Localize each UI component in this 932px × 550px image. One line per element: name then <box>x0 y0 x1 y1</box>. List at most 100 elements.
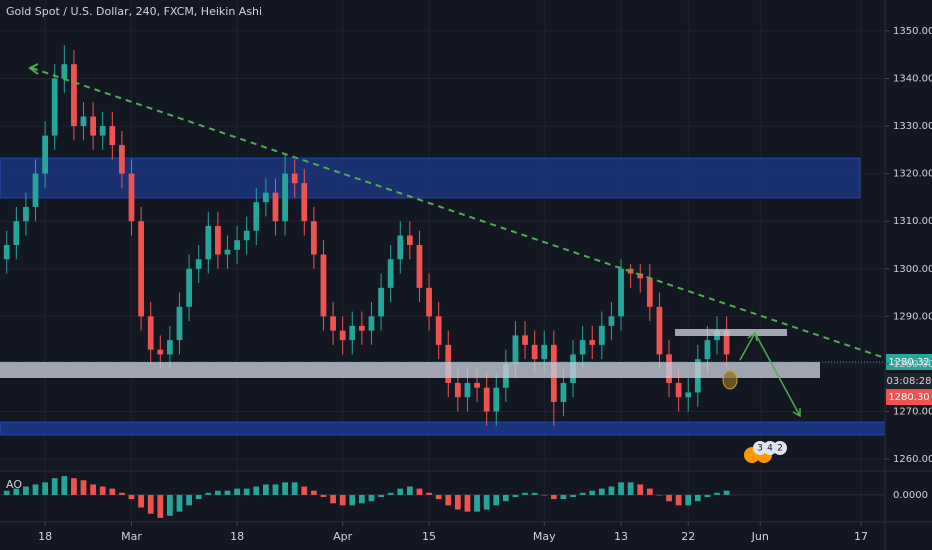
x-tick-label: Jun <box>751 530 769 543</box>
ao-bar <box>723 490 730 495</box>
price-label-box <box>886 354 932 370</box>
candle-body <box>195 259 202 269</box>
candle-body <box>646 278 653 307</box>
ao-bar <box>522 492 528 495</box>
y-tick-label: 1300.00 <box>893 264 932 275</box>
candle-body <box>349 325 356 341</box>
ao-bar <box>368 494 375 502</box>
ao-bar <box>570 494 576 497</box>
candle-body <box>426 287 432 317</box>
support-zone-grey <box>0 362 820 378</box>
candle-body <box>378 287 384 317</box>
ao-bar <box>474 494 480 512</box>
event-icon[interactable] <box>773 441 787 455</box>
event-icon[interactable] <box>763 441 777 455</box>
candle-body <box>128 173 135 222</box>
chart-title: Gold Spot / U.S. Dollar, 240, FXCM, Heik… <box>6 5 262 18</box>
ao-bar <box>167 494 173 516</box>
y-tick-label: 1280.00 <box>893 359 932 370</box>
candle-body <box>3 244 10 260</box>
candle-body <box>71 64 77 127</box>
ao-bar <box>71 478 77 495</box>
candle-body <box>320 254 327 317</box>
candle-body <box>215 225 221 255</box>
y-tick-label: 1330.00 <box>893 121 932 132</box>
ao-bar <box>253 486 260 495</box>
candle-body <box>147 316 154 350</box>
ao-bar <box>406 486 413 495</box>
ao-tick-label: 0.0000 <box>893 490 928 501</box>
ao-label: AO <box>6 478 22 491</box>
ao-bar <box>320 494 327 497</box>
ha-price: 1280.30 <box>888 392 929 403</box>
ao-bar <box>627 482 634 495</box>
ao-bar <box>157 494 164 518</box>
candle-body <box>109 126 116 146</box>
ao-bar <box>310 490 317 495</box>
ao-bar <box>541 494 548 496</box>
ao-bar <box>90 484 96 495</box>
event-icon[interactable] <box>753 441 767 455</box>
ao-bar <box>512 494 519 497</box>
ao-bar <box>714 492 720 495</box>
x-tick-label: 18 <box>38 530 52 543</box>
event-count: 4 <box>767 444 773 454</box>
candle-body <box>704 340 711 360</box>
ao-bar <box>61 476 68 495</box>
ao-bar <box>176 494 183 512</box>
ao-bar <box>243 488 250 495</box>
ao-bar <box>589 490 596 495</box>
ao-bar <box>291 482 298 495</box>
ao-bar <box>128 494 135 500</box>
candle-body <box>579 340 586 355</box>
ao-bar <box>435 494 442 500</box>
candle-body <box>23 206 29 222</box>
ao-pane <box>0 476 885 518</box>
x-tick-label: Mar <box>121 530 142 543</box>
ao-bar <box>704 494 711 497</box>
candle-body <box>416 244 423 288</box>
ao-bar <box>119 492 125 495</box>
ao-bar <box>205 492 212 495</box>
ao-bar <box>416 488 423 495</box>
resistance-box <box>675 329 787 336</box>
candle-body <box>32 173 39 207</box>
ao-bar <box>330 494 336 504</box>
candle-body <box>406 235 413 245</box>
ao-bar <box>13 488 20 495</box>
candle-body <box>541 344 548 360</box>
ao-bar <box>618 482 624 495</box>
ao-bar <box>387 492 394 495</box>
y-tick-label: 1350.00 <box>893 26 932 37</box>
ao-bar <box>483 494 490 510</box>
ao-bar <box>358 494 365 504</box>
candle-body <box>685 392 692 398</box>
ao-bar <box>637 484 644 495</box>
y-tick-label: 1310.00 <box>893 216 932 227</box>
candle-body <box>656 306 663 355</box>
x-tick-label: 13 <box>614 530 628 543</box>
y-tick-label: 1320.00 <box>893 169 932 180</box>
ao-bar <box>598 488 605 495</box>
ao-bar <box>656 494 663 496</box>
countdown-box <box>886 373 932 389</box>
countdown: 03:08:28 <box>887 376 932 387</box>
candle-body <box>474 382 480 388</box>
candle-body <box>522 335 528 345</box>
ao-bar <box>560 494 567 500</box>
x-tick-label: 15 <box>422 530 436 543</box>
ao-bar <box>51 478 58 495</box>
candle-body <box>243 230 250 241</box>
candle-body <box>157 349 164 355</box>
candle-body <box>80 116 87 127</box>
ao-bar <box>42 482 48 495</box>
ao-bar <box>138 494 144 508</box>
highlight <box>722 370 738 390</box>
support-zone <box>0 421 886 436</box>
ao-bar <box>550 494 557 500</box>
candle-body <box>598 325 605 345</box>
candle-body <box>435 316 442 345</box>
candle-body <box>483 387 490 412</box>
candle-body <box>167 340 173 355</box>
